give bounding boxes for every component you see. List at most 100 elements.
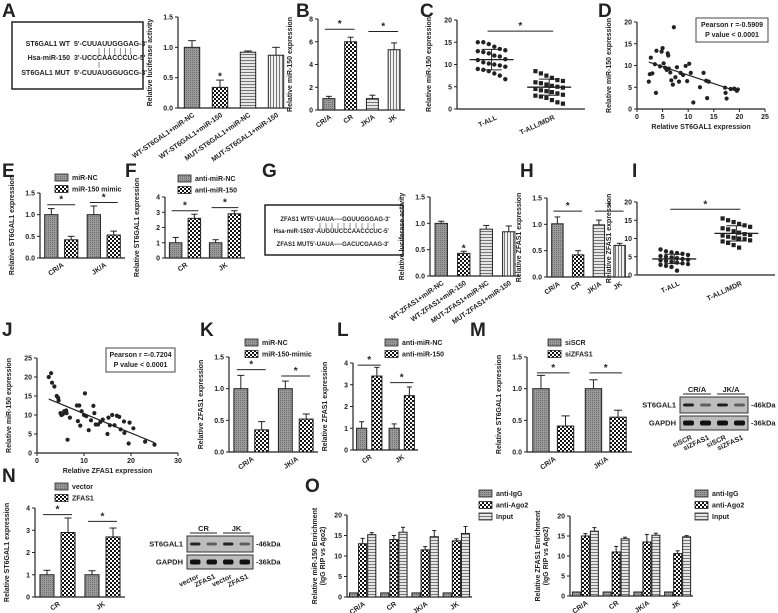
significance-star: * [223, 198, 227, 209]
data-point [663, 249, 669, 254]
data-point [674, 268, 680, 273]
x-category-label: T-ALL [477, 114, 499, 129]
x-category-label: CR/A [315, 114, 333, 130]
sequence-name: Hsa-miR-150 [274, 229, 311, 235]
bar [367, 534, 377, 598]
bar [633, 591, 643, 597]
pearson-r-label: Pearson r =-0.5909 [701, 22, 763, 29]
data-point [705, 96, 710, 101]
bar [502, 231, 516, 277]
chart-panel-i: 0 5 10 15 20 Relative ZFAS1 expression T-ALL T-… [606, 194, 775, 303]
blot-band [206, 559, 217, 565]
chart-panel-a: 0.0 0.5 1.0 1.5 Relative luciferase activity… [131, 15, 290, 163]
data-point [92, 411, 97, 416]
legend-label: Input [496, 514, 514, 521]
y-tick-label: 4 [26, 506, 30, 513]
y-axis-label-line2: (IgG RIP vs Ago2) [543, 527, 550, 586]
annotation-box [695, 17, 769, 43]
y-tick-label: 0.0 [214, 450, 224, 457]
y-tick-label: 15 [624, 41, 632, 48]
data-point [538, 88, 544, 93]
bar [344, 41, 358, 111]
data-point [748, 224, 753, 229]
y-axis-label: Relative miR-150 Enrichment [312, 507, 319, 604]
y-tick-label: 5 [338, 574, 342, 581]
bar [556, 425, 575, 453]
bar [613, 244, 626, 278]
y-tick-label: 0 [338, 595, 342, 602]
data-point [497, 73, 503, 78]
data-point [659, 49, 664, 54]
x-axis-label: Relative ZFAS1 expression [63, 468, 152, 475]
bar [39, 574, 55, 598]
bar [592, 224, 606, 278]
x-category-label: JK/A [412, 601, 429, 613]
p-value-label: P value < 0.0001 [114, 362, 168, 369]
x-category-label: CR/A [349, 601, 367, 613]
bar [682, 536, 692, 597]
chart-panel-c: 0 5 10 15 20 Relative miR-150 expression T-ALL… [426, 17, 585, 137]
y-tick-label: 0.5 [532, 248, 542, 255]
y-tick-label: 15 [334, 533, 342, 540]
data-point [143, 439, 148, 444]
y-tick-label: 0.5 [214, 418, 224, 425]
bar [642, 541, 652, 597]
data-point [46, 374, 51, 380]
blot-group-label: JK [232, 524, 242, 533]
legend-swatch [547, 350, 562, 358]
data-point [481, 60, 486, 65]
data-point [685, 257, 691, 262]
y-tick-label: 0 [28, 451, 32, 458]
data-point [701, 70, 706, 75]
data-point [669, 259, 674, 265]
x-category-label: JK/A [91, 262, 108, 277]
y-tick-label: 1.0 [532, 222, 542, 229]
data-point [666, 53, 671, 58]
y-tick-label: 1.0 [415, 221, 425, 228]
panel-label-o: O [305, 476, 320, 497]
x-tick-label: 30 [174, 458, 182, 465]
data-point [720, 233, 725, 238]
chart-panel-g: 0.0 0.5 1.0 1.5 Relative luciferase activity… [389, 193, 520, 326]
bar [371, 375, 383, 451]
y-tick-label: 5 [561, 574, 565, 581]
y-tick-label: 0 [561, 594, 565, 601]
y-axis-label: Relative ZFAS1 expression [322, 362, 329, 451]
panel-label-b: B [296, 1, 310, 22]
y-axis-label: Relative ZFAS1 expression [516, 193, 523, 282]
bar [277, 388, 293, 453]
y-axis-label: Relative miR-150 expression [287, 17, 294, 112]
y-tick-label: 25 [24, 356, 32, 363]
data-point [731, 235, 736, 240]
y-axis-label: Relative luciferase activity [399, 193, 406, 281]
legend-swatch [478, 501, 493, 509]
data-point [88, 418, 94, 423]
y-axis-label: Relative miR-150 expression [606, 18, 613, 113]
data-point [544, 73, 549, 78]
data-point [668, 70, 673, 75]
data-point [49, 380, 55, 385]
y-axis-label: Relative ZFAS1 Enrichment [535, 510, 542, 602]
bar [105, 536, 121, 598]
legend-label: anti-Ago2 [712, 503, 744, 510]
blot-band [683, 420, 694, 426]
sequence-alignment-g: ZFAS1 WT 5'-UAUA----GGUUGGGAG-3' Hsa-miR-1… [264, 204, 404, 256]
x-category-label: JK [95, 601, 106, 612]
bar [348, 592, 359, 598]
sequence-text: 5'-UAUA----GACUCGAAG-3' [310, 242, 389, 248]
y-tick-label: 10 [624, 236, 632, 243]
bar [227, 213, 242, 259]
data-point [492, 71, 497, 76]
y-axis-label: Relative miR-150 expression [6, 358, 13, 453]
legend-label: siSCR [565, 340, 586, 347]
y-tick-label: 10 [444, 62, 452, 69]
bar [168, 242, 183, 259]
y-tick-label: 20 [334, 513, 342, 520]
y-tick-label: 0 [628, 273, 632, 280]
y-tick-label: 1 [344, 426, 348, 433]
data-point [683, 63, 688, 69]
bar [411, 592, 421, 598]
legend-label: anti-IgG [712, 491, 739, 498]
blot-membrane [679, 396, 749, 414]
data-point [726, 234, 731, 239]
